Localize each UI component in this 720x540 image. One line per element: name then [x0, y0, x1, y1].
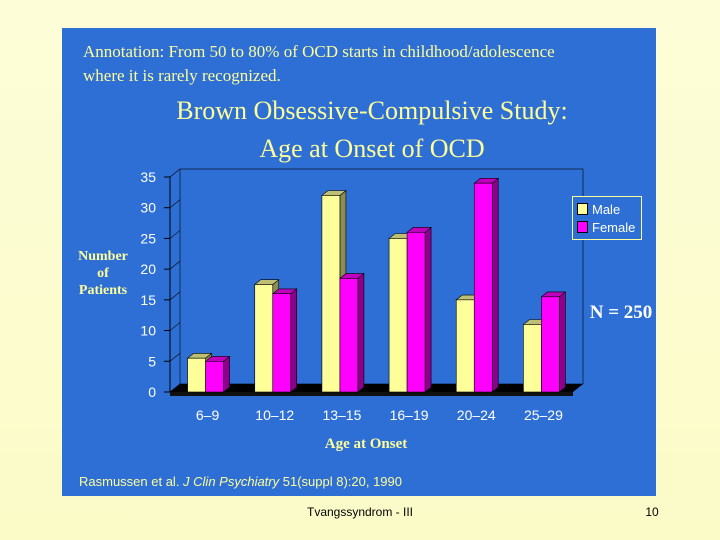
- bar-side: [357, 272, 365, 393]
- slide-panel: [62, 28, 656, 496]
- bar-female: [406, 231, 426, 393]
- x-tick-label: 16–19: [390, 407, 429, 423]
- x-tick-label: 10–12: [255, 407, 294, 423]
- citation-authors: Rasmussen et al.: [79, 474, 184, 489]
- legend-label-male: Male: [592, 201, 621, 217]
- chart-floor: [170, 384, 583, 392]
- legend-label-female: Female: [592, 219, 636, 235]
- bar-male: [523, 324, 542, 393]
- bar-side: [290, 288, 298, 393]
- bar-side: [491, 177, 499, 393]
- bar-male: [254, 284, 274, 393]
- grid-diagonal: [169, 353, 181, 362]
- bar-male: [388, 238, 408, 393]
- legend-item-male: Male: [577, 200, 641, 218]
- y-tick-label: 25: [140, 230, 156, 246]
- grid-diagonal: [169, 199, 181, 208]
- bar-side: [424, 226, 432, 393]
- y-tick-label: 30: [140, 200, 156, 216]
- y-tick-label: 35: [140, 169, 156, 185]
- bar-male: [321, 195, 341, 393]
- legend: Male Female: [572, 196, 642, 240]
- sample-size-annotation: N = 250: [589, 302, 653, 323]
- bar-side: [559, 291, 566, 393]
- grid-diagonal: [169, 168, 181, 178]
- y-axis-label: Number of Patients: [66, 248, 140, 299]
- bar-male: [455, 299, 475, 393]
- y-tick-label: 20: [140, 261, 156, 277]
- bar-male: [187, 357, 206, 393]
- y-tick-label: 15: [140, 292, 156, 308]
- y-tick-label: 10: [140, 323, 156, 339]
- chart-title-line-2: Age at Onset of OCD: [259, 134, 485, 163]
- grid-diagonal: [169, 230, 181, 239]
- bar-female: [272, 293, 292, 393]
- y-axis-label-line-3: Patients: [78, 283, 128, 298]
- legend-item-female: Female: [577, 218, 641, 236]
- grid-diagonal: [169, 260, 181, 270]
- x-tick-label: 6–9: [196, 407, 220, 423]
- footer-text: Tvangssyndrom - III: [306, 505, 414, 519]
- y-axis-label-line-1: Number: [78, 249, 128, 264]
- legend-swatch-male: [577, 203, 588, 215]
- grid-diagonal: [169, 291, 181, 301]
- citation-details: 51(suppl 8):20, 1990: [279, 474, 402, 489]
- y-axis-label-line-2: of: [97, 266, 109, 281]
- chart-title-line-1: Brown Obsessive-Compulsive Study:: [176, 96, 568, 125]
- bar-female: [473, 182, 493, 393]
- chart-floor-edge: [170, 392, 573, 396]
- bar-female: [339, 278, 359, 393]
- x-tick-label: 20–24: [457, 407, 496, 423]
- bar-female: [205, 360, 224, 393]
- chart-title: Brown Obsessive-Compulsive Study: Age at…: [160, 92, 584, 168]
- citation-journal: J Clin Psychiatry: [183, 474, 280, 489]
- bar-female: [541, 296, 560, 393]
- bar-side: [223, 355, 230, 393]
- plot-back-wall: [179, 168, 584, 385]
- annotation: Annotation: From 50 to 80% of OCD starts…: [83, 40, 643, 88]
- page-number: 10: [645, 505, 659, 519]
- annotation-line-1: Annotation: From 50 to 80% of OCD starts…: [83, 42, 555, 61]
- x-tick-label: 13–15: [322, 407, 361, 423]
- y-tick-label: 0: [148, 384, 156, 400]
- y-tick-label: 5: [148, 353, 156, 369]
- legend-swatch-female: [577, 221, 588, 233]
- x-tick-label: 25–29: [524, 407, 563, 423]
- annotation-line-2: where it is rarely recognized.: [83, 66, 281, 85]
- grid-diagonal: [169, 322, 181, 331]
- x-axis-label: Age at Onset: [324, 436, 408, 452]
- citation: Rasmussen et al. J Clin Psychiatry 51(su…: [79, 474, 639, 489]
